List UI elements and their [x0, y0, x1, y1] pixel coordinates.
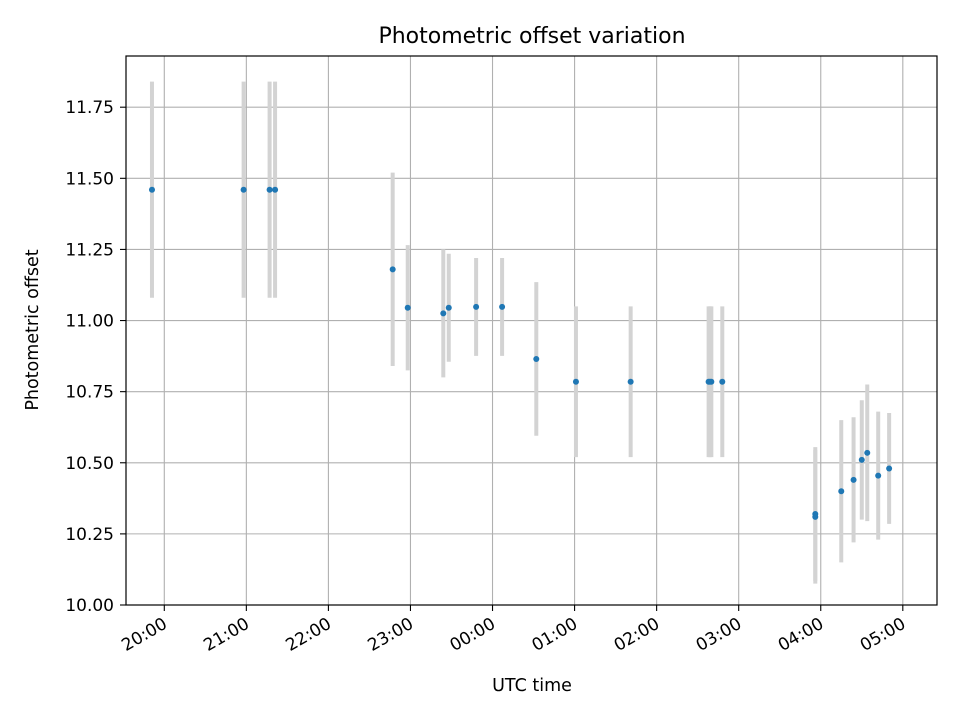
chart-title: Photometric offset variation — [378, 24, 685, 49]
x-tick-label: 23:00 — [365, 614, 417, 656]
y-tick-label: 10.75 — [65, 383, 114, 403]
data-point — [440, 310, 447, 317]
x-tick-label: 04:00 — [775, 614, 827, 656]
error-bars — [149, 81, 892, 584]
x-tick-label: 03:00 — [693, 614, 745, 656]
data-point — [627, 378, 634, 385]
data-point — [404, 304, 411, 311]
y-tick-label: 11.00 — [65, 312, 114, 332]
data-point — [850, 476, 857, 483]
data-point — [875, 472, 882, 479]
data-point — [533, 355, 540, 362]
y-axis-label: Photometric offset — [23, 249, 43, 410]
data-point — [499, 303, 506, 310]
y-tick-label: 11.50 — [65, 169, 114, 189]
plot-frame — [125, 55, 938, 606]
data-point — [838, 488, 845, 495]
y-tick-label: 10.50 — [65, 454, 114, 474]
x-tick-label: 20:00 — [118, 614, 170, 656]
y-tick-label: 10.25 — [65, 525, 114, 545]
y-tick-label: 11.75 — [65, 98, 114, 118]
data-point — [708, 378, 715, 385]
data-point — [572, 378, 579, 385]
x-axis-label: UTC time — [492, 676, 572, 696]
data-point — [864, 449, 871, 456]
x-tick-label: 01:00 — [529, 614, 581, 656]
data-point — [240, 186, 247, 193]
data-point — [445, 304, 452, 311]
data-point — [473, 303, 480, 310]
x-tick-label: 21:00 — [200, 614, 252, 656]
data-point — [858, 456, 865, 463]
x-tick-label: 05:00 — [857, 614, 909, 656]
y-tick-label: 11.25 — [65, 240, 114, 260]
data-point — [272, 186, 279, 193]
data-point — [812, 513, 819, 520]
data-points — [148, 186, 893, 520]
x-tick-label: 02:00 — [611, 614, 663, 656]
y-tick-label: 10.00 — [65, 596, 114, 616]
data-point — [389, 266, 396, 273]
x-tick-label: 22:00 — [282, 614, 334, 656]
data-point — [148, 186, 155, 193]
x-tick-label: 00:00 — [447, 614, 499, 656]
y-axis: 10.00 10.25 10.50 10.75 11.00 11.25 11.50 11.75 — [65, 98, 126, 616]
data-point — [266, 186, 273, 193]
data-point — [719, 378, 726, 385]
x-axis: 20:00 21:00 22:00 23:00 00:00 01:00 02:00 03:00… — [118, 605, 909, 656]
data-point — [886, 465, 893, 472]
